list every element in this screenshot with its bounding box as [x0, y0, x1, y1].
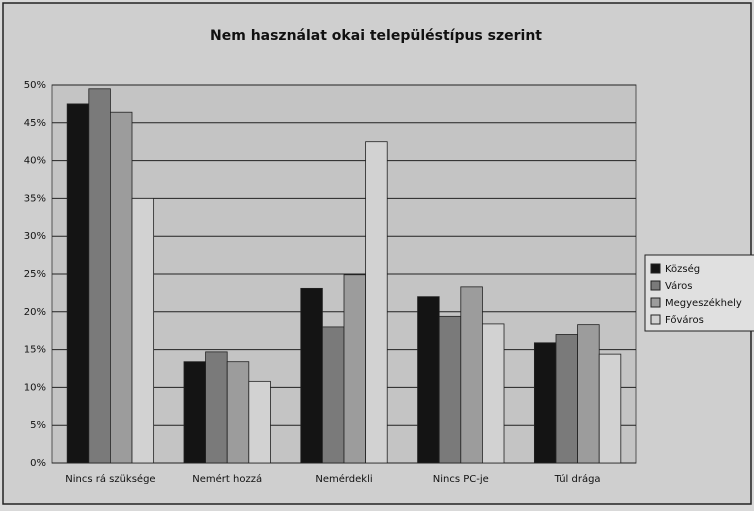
bar	[226, 361, 250, 464]
bar	[66, 103, 90, 464]
bar	[300, 287, 323, 464]
legend-swatch	[650, 280, 661, 291]
legend-swatch	[650, 314, 661, 325]
y-tick-label: 5%	[30, 420, 46, 431]
x-tick-label: Nincs rá szüksége	[65, 473, 155, 485]
bar	[131, 197, 155, 464]
y-tick-label: 25%	[24, 269, 46, 280]
bar	[88, 88, 111, 464]
y-tick-label: 45%	[24, 118, 46, 129]
bar	[555, 334, 579, 464]
x-tick-label: Nemért hozzá	[192, 473, 262, 485]
x-tick-label: Nincs PC-je	[433, 474, 489, 485]
bar	[460, 286, 483, 464]
y-tick-label: 35%	[24, 193, 46, 204]
y-tick-label: 15%	[24, 345, 46, 356]
bar	[482, 323, 505, 464]
bar	[110, 111, 133, 464]
bar	[248, 380, 271, 464]
y-tick-label: 30%	[24, 231, 46, 242]
bar	[598, 353, 622, 464]
bar	[438, 315, 462, 464]
legend-label: Főváros	[665, 314, 704, 326]
x-tick-label: Nemérdekli	[315, 473, 372, 485]
y-tick-label: 40%	[24, 156, 46, 167]
y-tick-label: 50%	[24, 80, 46, 91]
y-tick-label: 0%	[30, 458, 46, 469]
y-tick-label: 20%	[24, 307, 46, 318]
legend-label: Város	[665, 280, 692, 292]
chart-title: Nem használat okai településtípus szerin…	[210, 28, 542, 44]
legend-box	[644, 254, 754, 332]
x-tick-label: Túl drága	[554, 473, 601, 485]
bar	[183, 361, 206, 464]
y-tick-label: 10%	[24, 382, 46, 393]
bar	[577, 324, 600, 464]
bar	[205, 351, 228, 464]
bar	[343, 274, 367, 464]
bar	[365, 141, 388, 464]
bar	[533, 342, 557, 464]
legend-label: Megyeszékhely	[665, 297, 742, 309]
bar	[417, 296, 440, 464]
bar	[321, 326, 345, 464]
legend-label: Község	[665, 263, 700, 275]
legend-swatch	[650, 263, 661, 274]
legend-swatch	[650, 297, 661, 308]
